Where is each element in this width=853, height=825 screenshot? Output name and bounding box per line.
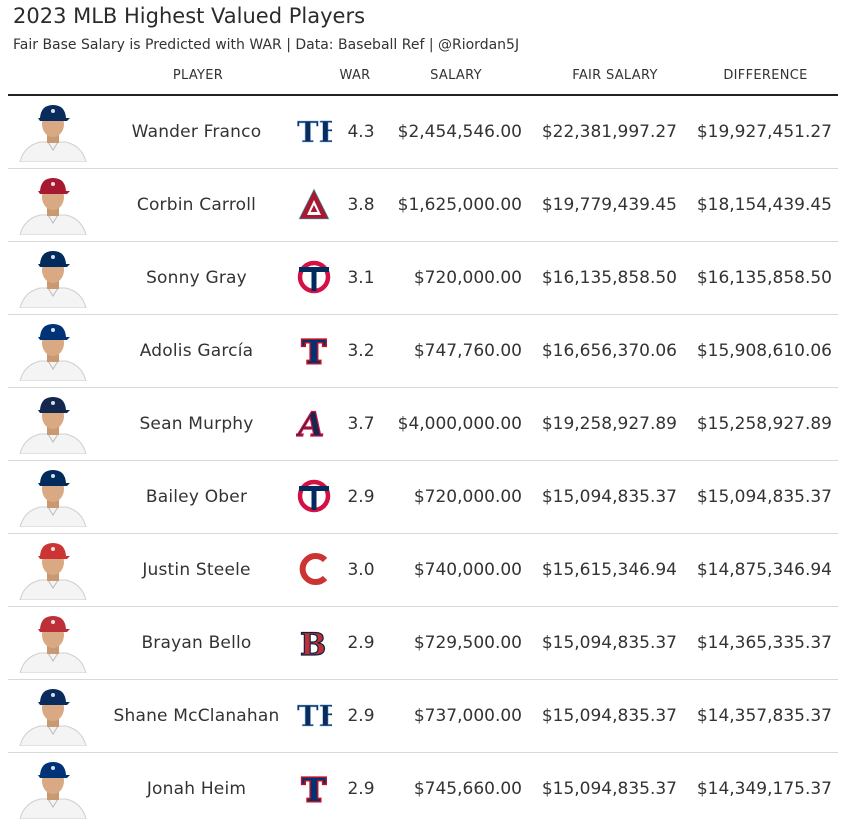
player-headshot (18, 175, 88, 235)
war-value: 4.3 (347, 122, 375, 142)
column-header-salary: SALARY (430, 68, 482, 83)
war-value: 2.9 (347, 487, 375, 507)
chart-title: 2023 MLB Highest Valued Players (13, 4, 366, 28)
player-name: Bailey Ober (145, 487, 248, 507)
diamondbacks-logo-icon (296, 186, 332, 222)
table-row: Corbin Carroll 3.8 $1,625,000.00 $19,779,43… (8, 169, 838, 242)
table-row: Adolis García T T 3.2 $747,760.00 $16,656,370… (8, 315, 838, 388)
salary-value: $729,500.00 (413, 633, 522, 653)
svg-text:TB: TB (297, 699, 332, 733)
fair-salary-value: $15,094,835.37 (541, 487, 677, 507)
fair-salary-value: $16,135,858.50 (541, 268, 677, 288)
player-name: Sean Murphy (139, 414, 254, 434)
player-name: Jonah Heim (146, 779, 247, 799)
svg-text:TB: TB (297, 115, 332, 149)
fair-salary-value: $19,258,927.89 (541, 414, 677, 434)
salary-value: $1,625,000.00 (397, 195, 522, 215)
player-headshot (18, 686, 88, 746)
salary-value: $747,760.00 (413, 341, 522, 361)
player-headshot (18, 467, 88, 527)
salary-value: $720,000.00 (413, 487, 522, 507)
player-headshot (18, 321, 88, 381)
column-header-fair-salary: FAIR SALARY (572, 68, 658, 83)
column-header-player: PLAYER (172, 68, 224, 83)
salary-value: $740,000.00 (413, 560, 522, 580)
twins-logo-icon (296, 259, 332, 295)
svg-text:T: T (302, 333, 326, 368)
salary-value: $737,000.00 (413, 706, 522, 726)
table-body: Wander Franco TB 4.3 $2,454,546.00 $22,381,9… (8, 96, 838, 825)
war-value: 3.7 (347, 414, 375, 434)
column-header-war: WAR (339, 68, 371, 83)
salary-value: $720,000.00 (413, 268, 522, 288)
svg-text:A: A (296, 405, 324, 441)
player-headshot (18, 394, 88, 454)
difference-value: $14,349,175.37 (696, 779, 832, 799)
difference-value: $15,094,835.37 (696, 487, 832, 507)
difference-value: $15,908,610.06 (696, 341, 832, 361)
table-row: Jonah Heim T T 2.9 $745,660.00 $15,094,835.37… (8, 753, 838, 825)
salary-value: $745,660.00 (413, 779, 522, 799)
twins-logo-icon (296, 478, 332, 514)
cubs-logo-icon (296, 551, 332, 587)
war-value: 3.2 (347, 341, 375, 361)
player-headshot (18, 102, 88, 162)
difference-value: $14,875,346.94 (696, 560, 832, 580)
war-value: 3.0 (347, 560, 375, 580)
salary-value: $4,000,000.00 (397, 414, 522, 434)
table-row: Sean Murphy A 3.7 $4,000,000.00 $19,258,927.… (8, 388, 838, 461)
player-headshot (18, 248, 88, 308)
war-value: 2.9 (347, 706, 375, 726)
player-headshot (18, 613, 88, 673)
table-row: Bailey Ober 2.9 $720,000.00 $15,094,835.37 $… (8, 461, 838, 534)
table-row: Brayan Bello B 2.9 $729,500.00 $15,094,835.3… (8, 607, 838, 680)
braves-logo-icon: A (296, 405, 332, 441)
rays-logo-icon: TB (296, 113, 332, 149)
player-name: Sonny Gray (146, 268, 247, 288)
player-name: Brayan Bello (141, 633, 252, 653)
war-value: 2.9 (347, 633, 375, 653)
table-row: Sonny Gray 3.1 $720,000.00 $16,135,858.50 $1… (8, 242, 838, 315)
war-value: 3.8 (347, 195, 375, 215)
difference-value: $14,365,335.37 (696, 633, 832, 653)
difference-value: $14,357,835.37 (696, 706, 832, 726)
difference-value: $19,927,451.27 (696, 122, 832, 142)
player-name: Justin Steele (142, 560, 251, 580)
player-headshot (18, 759, 88, 819)
difference-value: $15,258,927.89 (696, 414, 832, 434)
svg-text:T: T (302, 771, 326, 806)
fair-salary-value: $19,779,439.45 (541, 195, 677, 215)
fair-salary-value: $15,094,835.37 (541, 706, 677, 726)
fair-salary-value: $22,381,997.27 (541, 122, 677, 142)
war-value: 2.9 (347, 779, 375, 799)
rays-logo-icon: TB (296, 697, 332, 733)
chart-subtitle: Fair Base Salary is Predicted with WAR |… (13, 37, 520, 53)
player-name: Wander Franco (131, 122, 262, 142)
table-row: Wander Franco TB 4.3 $2,454,546.00 $22,381,9… (8, 96, 838, 169)
war-value: 3.1 (347, 268, 375, 288)
svg-text:T: T (302, 333, 326, 368)
fair-salary-value: $15,615,346.94 (541, 560, 677, 580)
svg-text:B: B (300, 627, 326, 660)
table-row: Justin Steele 3.0 $740,000.00 $15,615,346.9… (8, 534, 838, 607)
salary-value: $2,454,546.00 (397, 122, 522, 142)
fair-salary-value: $15,094,835.37 (541, 779, 677, 799)
difference-value: $16,135,858.50 (696, 268, 832, 288)
player-name: Corbin Carroll (136, 195, 257, 215)
difference-value: $18,154,439.45 (696, 195, 832, 215)
table-header: PLAYER WAR SALARY FAIR SALARY DIFFERENCE (8, 66, 838, 96)
table-row: Shane McClanahan TB 2.9 $737,000.00 $15,094,… (8, 680, 838, 753)
redsox-logo-icon: B (296, 624, 332, 660)
fair-salary-value: $15,094,835.37 (541, 633, 677, 653)
player-name: Shane McClanahan (113, 706, 280, 726)
svg-text:T: T (302, 771, 326, 806)
player-name: Adolis García (139, 341, 254, 361)
column-header-difference: DIFFERENCE (723, 68, 808, 83)
fair-salary-value: $16,656,370.06 (541, 341, 677, 361)
player-headshot (18, 540, 88, 600)
